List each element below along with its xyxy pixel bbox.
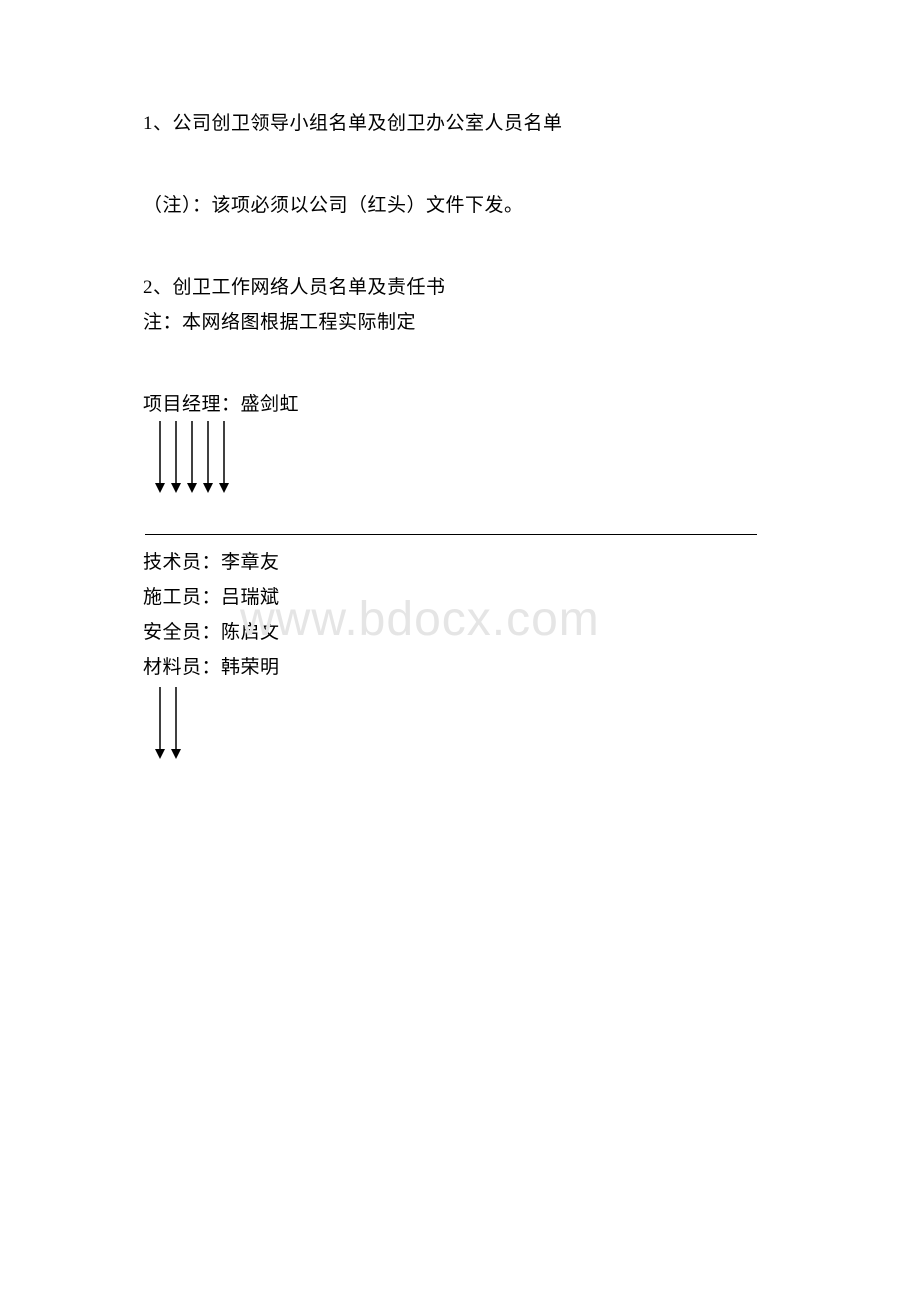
down-arrow-icon: [170, 421, 182, 493]
down-arrow-icon: [202, 421, 214, 493]
down-arrow-icon: [170, 687, 182, 759]
divider-line: [145, 534, 757, 535]
heading-1: 1、公司创卫领导小组名单及创卫办公室人员名单: [143, 108, 777, 135]
down-arrow-icon: [154, 687, 166, 759]
heading-2: 2、创卫工作网络人员名单及责任书: [143, 272, 777, 299]
project-manager-label: 项目经理：盛剑虹: [143, 389, 777, 416]
material-label: 材料员：韩荣明: [143, 652, 777, 679]
technician-label: 技术员：李章友: [143, 547, 777, 574]
arrow-group-1: [154, 421, 777, 516]
document-content: 1、公司创卫领导小组名单及创卫办公室人员名单 （注）：该项必须以公司（红头）文件…: [0, 0, 920, 782]
down-arrow-icon: [186, 421, 198, 493]
down-arrow-icon: [218, 421, 230, 493]
arrow-group-2: [154, 687, 777, 782]
watermark-text: www.bdocx.com: [240, 592, 600, 647]
note-1: （注）：该项必须以公司（红头）文件下发。: [143, 190, 777, 217]
down-arrow-icon: [154, 421, 166, 493]
note-2: 注：本网络图根据工程实际制定: [143, 307, 777, 334]
